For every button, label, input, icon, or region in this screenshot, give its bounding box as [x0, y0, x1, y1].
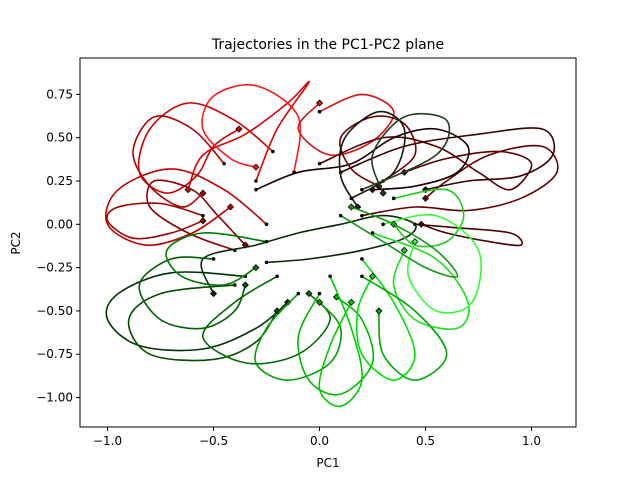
x-tick-label: −1.0	[93, 434, 122, 448]
trajectory-start-dot	[254, 187, 258, 192]
trajectory-line	[200, 214, 417, 294]
x-tick-label: 0.0	[310, 434, 329, 448]
plot-area	[105, 80, 559, 408]
trajectory-start-dot	[296, 291, 301, 296]
trajectory-end-marker	[199, 189, 207, 197]
trajectory-line	[372, 232, 470, 330]
trajectory-start-dot	[264, 260, 269, 265]
trajectory-line	[297, 293, 375, 396]
trajectory-start-dot	[328, 274, 332, 279]
trajectory-end-marker	[375, 307, 383, 315]
plot-frame	[79, 57, 577, 428]
y-tick-label: −0.50	[36, 304, 73, 318]
trajectory-start-dot	[338, 213, 343, 218]
trajectory-end-marker	[226, 203, 235, 211]
trajectory-start-dot	[381, 222, 385, 227]
trajectory-end-marker	[305, 290, 313, 298]
trajectory-line	[201, 84, 302, 173]
trajectory-end-marker	[347, 298, 355, 306]
trajectory-start-dot	[391, 196, 396, 201]
trajectory-end-marker	[379, 189, 387, 197]
trajectory-end-marker	[368, 272, 377, 280]
trajectory-end-marker	[315, 298, 324, 306]
trajectory-start-dot	[222, 161, 226, 166]
trajectory-line	[132, 115, 225, 208]
y-tick-label: 0.50	[46, 131, 73, 145]
trajectory-start-dot	[201, 213, 205, 218]
trajectory-end-marker	[417, 220, 425, 228]
trajectory-start-dot	[211, 257, 216, 261]
trajectory-line	[138, 256, 247, 330]
trajectory-line	[361, 112, 451, 194]
x-axis-label: PC1	[316, 456, 339, 470]
trajectory-start-dot	[317, 161, 322, 166]
y-tick-label: −1.00	[36, 391, 73, 405]
trajectory-start-dot	[275, 274, 279, 279]
x-tick-label: 0.5	[416, 434, 435, 448]
x-tick-label: −0.5	[199, 434, 228, 448]
trajectory-end-marker	[252, 264, 260, 272]
trajectory-end-marker	[209, 290, 218, 298]
trajectory-line	[414, 223, 523, 247]
trajectory-line	[106, 202, 204, 240]
y-tick-label: 0.25	[46, 174, 73, 188]
trajectory-line	[361, 144, 559, 217]
trajectory-start-dot	[360, 274, 364, 279]
trajectory-start-dot	[349, 196, 354, 201]
trajectory-line	[340, 127, 556, 191]
trajectory-end-marker	[235, 125, 243, 133]
trajectory-end-marker	[241, 281, 249, 289]
y-tick-label: −0.25	[36, 261, 73, 275]
trajectory-end-marker	[252, 163, 260, 171]
trajectory-line	[338, 110, 406, 208]
trajectory-end-marker	[347, 203, 355, 211]
trajectory-start-dot	[360, 187, 364, 192]
trajectory-line	[393, 188, 465, 248]
trajectory-line	[146, 179, 246, 252]
trajectory-line	[339, 115, 417, 187]
y-tick-label: 0.75	[46, 87, 73, 101]
trajectory-line	[202, 275, 331, 365]
trajectory-start-dot	[264, 239, 269, 244]
trajectory-line	[355, 258, 416, 381]
trajectory-start-dot	[360, 257, 364, 261]
trajectory-line	[105, 168, 268, 247]
y-axis-ticks: −1.00 −0.75 −0.50 −0.25 0.00 0.25 0.50 0.75	[36, 87, 80, 405]
trajectory-end-marker	[400, 246, 408, 254]
trajectory-end-marker	[273, 307, 281, 315]
trajectory-start-dot	[264, 222, 269, 227]
trajectory-start-dot	[360, 213, 364, 218]
x-axis-ticks: −1.0 −0.5 0.0 0.5 1.0	[93, 427, 541, 448]
y-tick-label: −0.75	[36, 347, 73, 361]
trajectory-line	[105, 271, 289, 352]
trajectory-line	[318, 275, 363, 408]
series-layer	[105, 80, 559, 408]
trajectory-start-dot	[254, 179, 258, 183]
trajectory-end-marker	[421, 194, 430, 202]
trajectory-line	[127, 284, 278, 362]
trajectory-end-marker	[315, 99, 324, 107]
trajectory-line	[255, 127, 470, 191]
chart-title: Trajectories in the PC1-PC2 plane	[211, 37, 444, 53]
trajectory-line	[361, 275, 448, 381]
trajectory-line	[340, 206, 459, 278]
y-axis-label: PC2	[9, 231, 23, 254]
x-tick-label: 1.0	[522, 434, 541, 448]
trajectory-start-dot	[317, 109, 322, 114]
trajectory-start-dot	[271, 149, 275, 154]
trajectory-line	[382, 213, 482, 314]
trajectory-line	[254, 293, 342, 381]
trajectory-start-dot	[317, 291, 322, 296]
trajectory-line	[165, 232, 267, 286]
trajectory-end-marker	[199, 217, 207, 225]
trajectory-start-dot	[232, 283, 237, 287]
y-tick-label: 0.00	[46, 217, 73, 231]
